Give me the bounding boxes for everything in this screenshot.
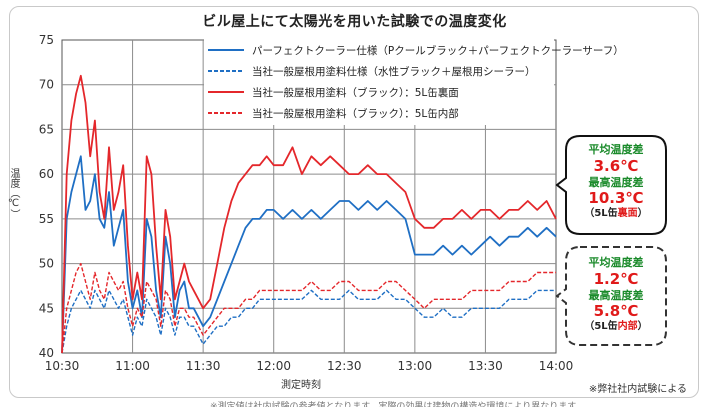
x-tick-label: 13:30 bbox=[468, 359, 503, 373]
y-tick-label: 65 bbox=[39, 122, 54, 136]
callout-bottom-sub-highlight: 内部 bbox=[617, 321, 638, 332]
x-tick-label: 10:30 bbox=[45, 359, 80, 373]
legend-label: パーフェクトクーラー仕様（Pクールブラック＋パーフェクトクーラーサーフ） bbox=[252, 44, 624, 57]
legend-box bbox=[204, 39, 554, 125]
callout-bottom-sub: （5L缶内部） bbox=[584, 321, 648, 332]
callout-top-max-value: 10.3℃ bbox=[588, 189, 644, 208]
y-tick-label: 75 bbox=[39, 33, 54, 47]
callout-bottom: 平均温度差 1.2℃ 最高温度差 5.8℃ （5L缶内部） bbox=[572, 256, 660, 334]
callout-bottom-bubble bbox=[555, 246, 667, 346]
x-tick-label: 12:00 bbox=[256, 359, 291, 373]
callout-top-bubble bbox=[555, 135, 667, 235]
y-tick-label: 70 bbox=[39, 78, 54, 92]
footnote: ※弊社社内試験による bbox=[588, 384, 687, 395]
y-tick-label: 60 bbox=[39, 167, 54, 181]
callout-bottom-max-value: 5.8℃ bbox=[593, 302, 639, 321]
legend-label: 当社一般屋根用塗料（ブラック）：5L缶内部 bbox=[252, 107, 459, 120]
chart-title: ビル屋上にて太陽光を用いた試験での温度変化 bbox=[202, 14, 507, 30]
x-tick-label: 11:00 bbox=[115, 359, 150, 373]
series-line-4 bbox=[61, 262, 556, 354]
x-tick-label: 11:30 bbox=[186, 359, 221, 373]
x-tick-label: 12:30 bbox=[327, 359, 362, 373]
y-tick-label: 40 bbox=[39, 346, 54, 360]
legend-label: 当社一般屋根用塗料（ブラック）：5L缶裏面 bbox=[252, 86, 459, 99]
callout-top: 平均温度差 3.6℃ 最高温度差 10.3℃ （5L缶裏面） bbox=[572, 143, 660, 221]
callout-top-max-label: 最高温度差 bbox=[588, 175, 644, 189]
x-tick-label: 13:00 bbox=[398, 359, 433, 373]
x-axis-label: 測定時刻 bbox=[281, 380, 321, 391]
series-line-1 bbox=[61, 155, 557, 354]
x-tick-label: 14:00 bbox=[539, 359, 574, 373]
series-line-2 bbox=[61, 289, 556, 354]
callout-bottom-avg-value: 1.2℃ bbox=[593, 269, 639, 288]
y-tick-label: 50 bbox=[39, 257, 54, 271]
callout-top-avg-value: 3.6℃ bbox=[593, 156, 639, 175]
y-axis-label: 温度（℃） bbox=[8, 168, 19, 219]
legend-label: 当社一般屋根用塗料仕様（水性ブラック＋屋根用シーラー） bbox=[252, 65, 536, 78]
callout-top-avg-label: 平均温度差 bbox=[588, 143, 644, 156]
callout-bottom-max-label: 最高温度差 bbox=[588, 288, 644, 302]
y-tick-label: 55 bbox=[39, 212, 54, 226]
callout-bottom-avg-label: 平均温度差 bbox=[588, 256, 644, 269]
series-line-3 bbox=[61, 74, 557, 354]
bottom-disclaimer: ※測定値は社内試験の参考値となります。実際の効果は建物の構造や環境により異なりま… bbox=[210, 402, 585, 407]
callout-top-sub-highlight: 裏面 bbox=[617, 208, 638, 219]
callout-top-sub: （5L缶裏面） bbox=[584, 208, 648, 219]
y-tick-label: 45 bbox=[39, 301, 54, 315]
